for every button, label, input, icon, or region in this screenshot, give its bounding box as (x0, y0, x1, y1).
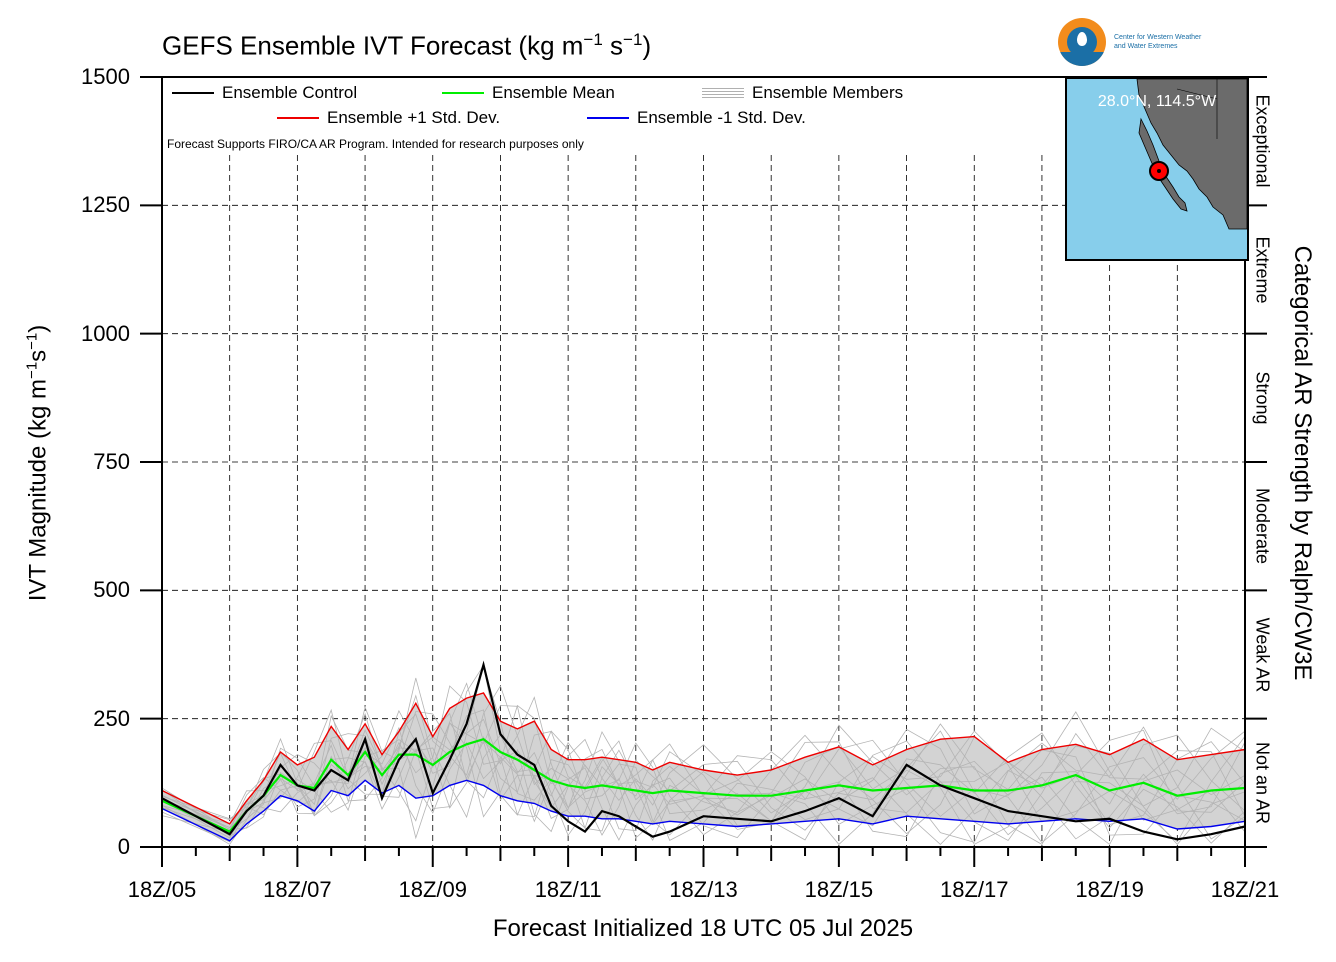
legend-plus: Ensemble +1 Std. Dev. (277, 108, 500, 128)
ensemble-member-line (161, 664, 1246, 845)
minus-std-line (161, 779, 1246, 842)
category-label: Exceptional (1252, 94, 1273, 188)
legend-minus: Ensemble -1 Std. Dev. (587, 108, 806, 128)
category-label: Not an AR (1252, 741, 1273, 824)
legend-members-label: Ensemble Members (752, 83, 904, 102)
map-land (1136, 79, 1247, 230)
ensemble-member-line (161, 682, 1246, 840)
y-tick-label: 1500 (81, 64, 130, 89)
legend-mean: Ensemble Mean (442, 83, 615, 103)
x-tick-label: 18Z/21 (1210, 877, 1280, 902)
legend-plus-swatch (277, 117, 319, 119)
x-tick-label: 18Z/07 (263, 877, 332, 902)
y-tick-label: 750 (93, 449, 130, 474)
x-tick-label: 18Z/11 (534, 877, 602, 902)
plus-std-line (161, 692, 1246, 825)
legend-mean-swatch (442, 92, 484, 94)
category-label: Extreme (1252, 235, 1273, 304)
cw3e-logo: Center for Western Weather and Water Ext… (1058, 18, 1201, 66)
legend-mean-label: Ensemble Mean (492, 83, 615, 102)
legend-members: Ensemble Members (702, 83, 903, 103)
category-axis-label: Categorical AR Strength by Ralph/CW3E (1289, 245, 1316, 681)
y-tick-label: 0 (117, 834, 130, 859)
category-label: Moderate (1252, 488, 1273, 565)
y-tick-label: 500 (93, 577, 130, 603)
x-axis-label: Forecast Initialized 18 UTC 05 Jul 2025 (492, 915, 914, 942)
legend: Ensemble Control Ensemble Mean Ensemble … (162, 78, 1052, 158)
category-label: Weak AR (1252, 617, 1273, 692)
ensemble-member-line (161, 684, 1246, 843)
mean-line (161, 737, 1246, 833)
legend-control-label: Ensemble Control (222, 83, 358, 102)
location-map: 28.0°N, 114.5°W (1065, 77, 1249, 261)
x-tick-label: 18Z/15 (804, 877, 874, 902)
cw3e-logo-icon (1058, 18, 1106, 66)
grid-lines (162, 155, 1245, 847)
x-tick-label: 18Z/05 (127, 877, 197, 902)
ensemble-member-line (161, 677, 1246, 846)
y-tick-label: 1250 (81, 192, 130, 218)
x-tick-label: 18Z/09 (398, 877, 468, 902)
legend-members-swatch (702, 88, 744, 98)
series-lines (161, 660, 1246, 842)
ensemble-member-line (161, 710, 1246, 836)
control-line (161, 660, 1246, 841)
cw3e-logo-text: Center for Western Weather and Water Ext… (1114, 34, 1202, 50)
location-marker-icon (1149, 161, 1169, 181)
legend-minus-swatch (587, 117, 629, 119)
legend-control-swatch (172, 92, 214, 94)
map-coordinate: 28.0°N, 114.5°W (1097, 93, 1217, 110)
category-label: Strong (1252, 371, 1273, 425)
ensemble-spread-band (162, 693, 1245, 841)
x-tick-label: 18Z/19 (1075, 877, 1144, 902)
y-tick-label: 250 (93, 705, 130, 731)
chart-title: GEFS Ensemble IVT Forecast (kg m−1 s−1) (162, 30, 652, 61)
legend-plus-label: Ensemble +1 Std. Dev. (327, 108, 501, 127)
legend-minus-label: Ensemble -1 Std. Dev. (637, 108, 806, 127)
ensemble-member-line (161, 696, 1246, 843)
y-tick-label: 1000 (81, 320, 130, 346)
disclaimer-note: Forecast Supports FIRO/CA AR Program. In… (167, 137, 584, 151)
x-tick-label: 18Z/13 (669, 877, 738, 902)
ensemble-members (161, 664, 1246, 846)
ensemble-member-line (161, 705, 1246, 842)
x-tick-label: 18Z/17 (940, 877, 1009, 902)
legend-control: Ensemble Control (172, 83, 357, 103)
